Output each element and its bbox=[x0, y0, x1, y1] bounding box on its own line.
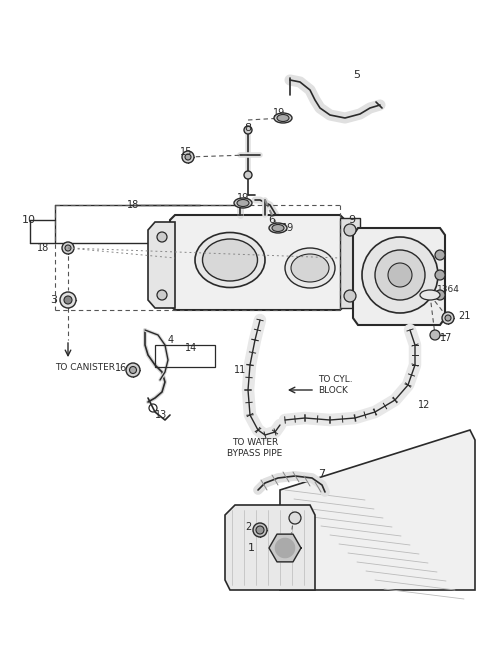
Text: 21: 21 bbox=[458, 311, 470, 321]
Text: 1: 1 bbox=[248, 543, 255, 553]
Ellipse shape bbox=[291, 254, 329, 282]
Circle shape bbox=[289, 512, 301, 524]
Text: 8: 8 bbox=[244, 123, 251, 133]
Circle shape bbox=[60, 292, 76, 308]
Circle shape bbox=[430, 330, 440, 340]
Circle shape bbox=[62, 242, 74, 254]
Circle shape bbox=[126, 363, 140, 377]
Polygon shape bbox=[148, 222, 175, 308]
Polygon shape bbox=[269, 534, 301, 562]
Polygon shape bbox=[170, 215, 345, 310]
Circle shape bbox=[244, 171, 252, 179]
Text: 16: 16 bbox=[115, 363, 127, 373]
Circle shape bbox=[130, 367, 136, 373]
Text: 14: 14 bbox=[185, 343, 197, 353]
Circle shape bbox=[435, 270, 445, 280]
Circle shape bbox=[253, 523, 267, 537]
Text: 9: 9 bbox=[348, 215, 355, 225]
Circle shape bbox=[435, 250, 445, 260]
Ellipse shape bbox=[203, 239, 257, 281]
Circle shape bbox=[157, 232, 167, 242]
Circle shape bbox=[185, 154, 191, 160]
Ellipse shape bbox=[234, 198, 252, 208]
Circle shape bbox=[256, 526, 264, 534]
Circle shape bbox=[388, 263, 412, 287]
Text: 18: 18 bbox=[127, 200, 139, 210]
Text: 6: 6 bbox=[268, 215, 275, 225]
Text: 19: 19 bbox=[237, 193, 249, 203]
Polygon shape bbox=[280, 430, 475, 590]
Ellipse shape bbox=[277, 115, 289, 121]
Ellipse shape bbox=[420, 290, 440, 300]
Circle shape bbox=[344, 290, 356, 302]
Circle shape bbox=[65, 245, 71, 251]
Circle shape bbox=[157, 290, 167, 300]
Circle shape bbox=[435, 290, 445, 300]
Polygon shape bbox=[225, 505, 315, 590]
Circle shape bbox=[64, 296, 72, 304]
Text: 15: 15 bbox=[180, 147, 192, 157]
Ellipse shape bbox=[274, 113, 292, 123]
Text: 12: 12 bbox=[418, 400, 431, 410]
Circle shape bbox=[442, 312, 454, 324]
Text: 11: 11 bbox=[234, 365, 246, 375]
Ellipse shape bbox=[272, 224, 284, 232]
Text: 2: 2 bbox=[245, 522, 251, 532]
Text: 17: 17 bbox=[440, 333, 452, 343]
Circle shape bbox=[445, 315, 451, 321]
Ellipse shape bbox=[195, 232, 265, 287]
Circle shape bbox=[375, 250, 425, 300]
Text: 5: 5 bbox=[353, 70, 360, 80]
Text: 18: 18 bbox=[37, 243, 49, 253]
Circle shape bbox=[244, 126, 252, 134]
Text: 4: 4 bbox=[168, 335, 174, 345]
Text: 7: 7 bbox=[318, 469, 325, 479]
Text: 19: 19 bbox=[282, 223, 294, 233]
Text: TO WATER
BYPASS PIPE: TO WATER BYPASS PIPE bbox=[228, 438, 283, 458]
Polygon shape bbox=[353, 228, 445, 325]
Ellipse shape bbox=[269, 223, 287, 233]
Text: TO CYL.
BLOCK: TO CYL. BLOCK bbox=[318, 375, 353, 395]
Circle shape bbox=[344, 224, 356, 236]
Ellipse shape bbox=[237, 199, 249, 207]
Text: TO CANISTER: TO CANISTER bbox=[55, 363, 115, 373]
Text: 10: 10 bbox=[22, 215, 36, 225]
Text: 3: 3 bbox=[50, 295, 57, 305]
Circle shape bbox=[182, 151, 194, 163]
Text: 19: 19 bbox=[273, 108, 285, 118]
Polygon shape bbox=[276, 539, 295, 558]
Ellipse shape bbox=[285, 248, 335, 288]
Circle shape bbox=[362, 237, 438, 313]
Text: 1364: 1364 bbox=[437, 285, 460, 295]
Text: A: A bbox=[226, 253, 234, 266]
Text: 13: 13 bbox=[155, 410, 167, 420]
Bar bbox=[155, 345, 215, 367]
Polygon shape bbox=[340, 218, 360, 308]
